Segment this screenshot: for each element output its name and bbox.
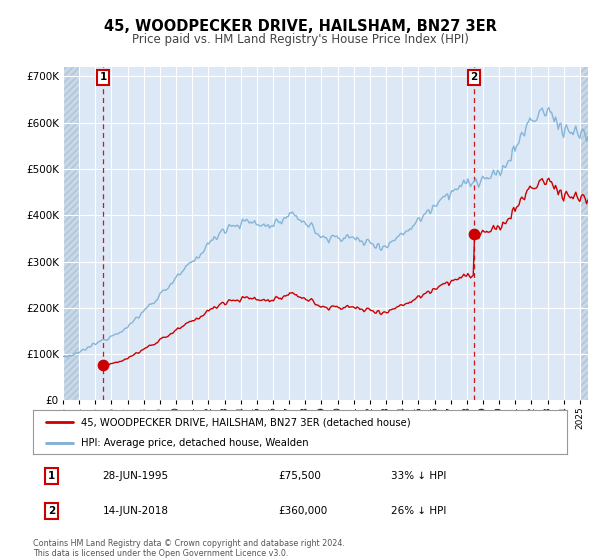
Bar <box>63 67 79 400</box>
Text: 45, WOODPECKER DRIVE, HAILSHAM, BN27 3ER: 45, WOODPECKER DRIVE, HAILSHAM, BN27 3ER <box>104 20 496 34</box>
Text: Contains HM Land Registry data © Crown copyright and database right 2024.: Contains HM Land Registry data © Crown c… <box>33 539 345 548</box>
Text: 14-JUN-2018: 14-JUN-2018 <box>103 506 169 516</box>
Text: 1: 1 <box>100 72 107 82</box>
Text: 45, WOODPECKER DRIVE, HAILSHAM, BN27 3ER (detached house): 45, WOODPECKER DRIVE, HAILSHAM, BN27 3ER… <box>81 417 410 427</box>
Text: 33% ↓ HPI: 33% ↓ HPI <box>391 472 446 481</box>
Bar <box>580 67 588 400</box>
Text: This data is licensed under the Open Government Licence v3.0.: This data is licensed under the Open Gov… <box>33 549 289 558</box>
Text: HPI: Average price, detached house, Wealden: HPI: Average price, detached house, Weal… <box>81 438 308 447</box>
Text: 1: 1 <box>48 472 55 481</box>
Text: Price paid vs. HM Land Registry's House Price Index (HPI): Price paid vs. HM Land Registry's House … <box>131 32 469 46</box>
Point <box>98 361 108 370</box>
Text: 2: 2 <box>470 72 478 82</box>
Text: £75,500: £75,500 <box>278 472 322 481</box>
Text: 28-JUN-1995: 28-JUN-1995 <box>103 472 169 481</box>
Point <box>469 230 479 239</box>
Text: £360,000: £360,000 <box>278 506 328 516</box>
Text: 2: 2 <box>48 506 55 516</box>
Text: 26% ↓ HPI: 26% ↓ HPI <box>391 506 446 516</box>
